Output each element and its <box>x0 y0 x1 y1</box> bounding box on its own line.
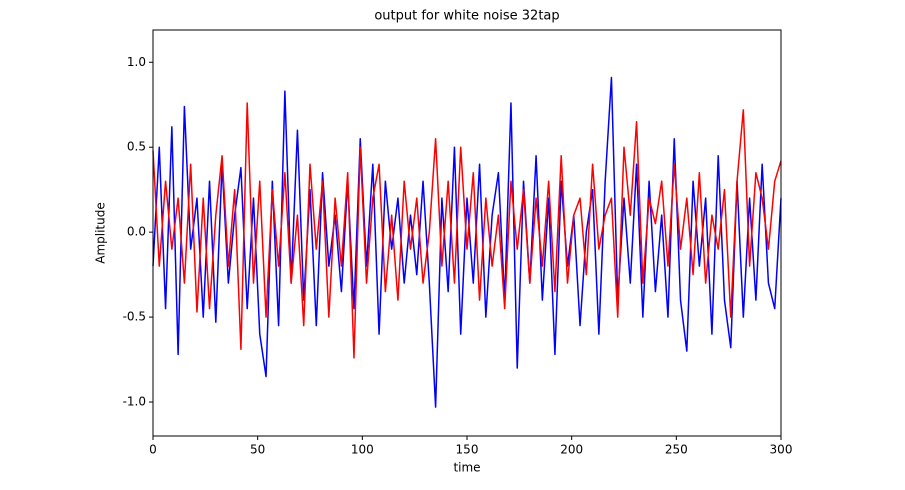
y-tick-label: -1.0 <box>123 395 146 409</box>
x-tick-label: 150 <box>456 443 479 457</box>
data-line <box>152 102 782 359</box>
y-axis-label: Amplitude <box>94 202 108 264</box>
x-tick-label: 200 <box>560 443 583 457</box>
x-axis-label: time <box>453 461 480 475</box>
x-tick-label: 250 <box>665 443 688 457</box>
x-tick-label: 100 <box>351 443 374 457</box>
chart-title: output for white noise 32tap <box>374 9 559 24</box>
y-tick-label: 0.0 <box>127 225 146 239</box>
y-tick-label: 0.5 <box>127 140 146 154</box>
plot-frame <box>152 29 782 437</box>
x-tick-label: 50 <box>250 443 265 457</box>
x-tick-label: 0 <box>149 443 157 457</box>
x-tick-label: 300 <box>770 443 793 457</box>
y-tick-label: 1.0 <box>127 55 146 69</box>
y-tick-label: -0.5 <box>123 310 146 324</box>
